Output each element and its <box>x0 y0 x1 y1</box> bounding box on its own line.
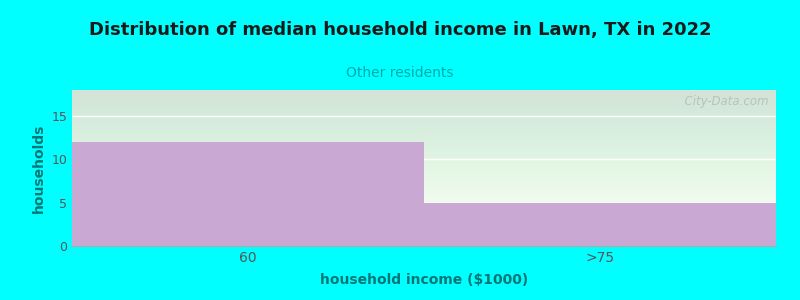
Text: Distribution of median household income in Lawn, TX in 2022: Distribution of median household income … <box>89 21 711 39</box>
Bar <box>72 142 424 246</box>
Bar <box>424 203 776 246</box>
Y-axis label: households: households <box>32 123 46 213</box>
X-axis label: household income ($1000): household income ($1000) <box>320 273 528 287</box>
Text: City-Data.com: City-Data.com <box>678 95 769 108</box>
Text: Other residents: Other residents <box>346 66 454 80</box>
